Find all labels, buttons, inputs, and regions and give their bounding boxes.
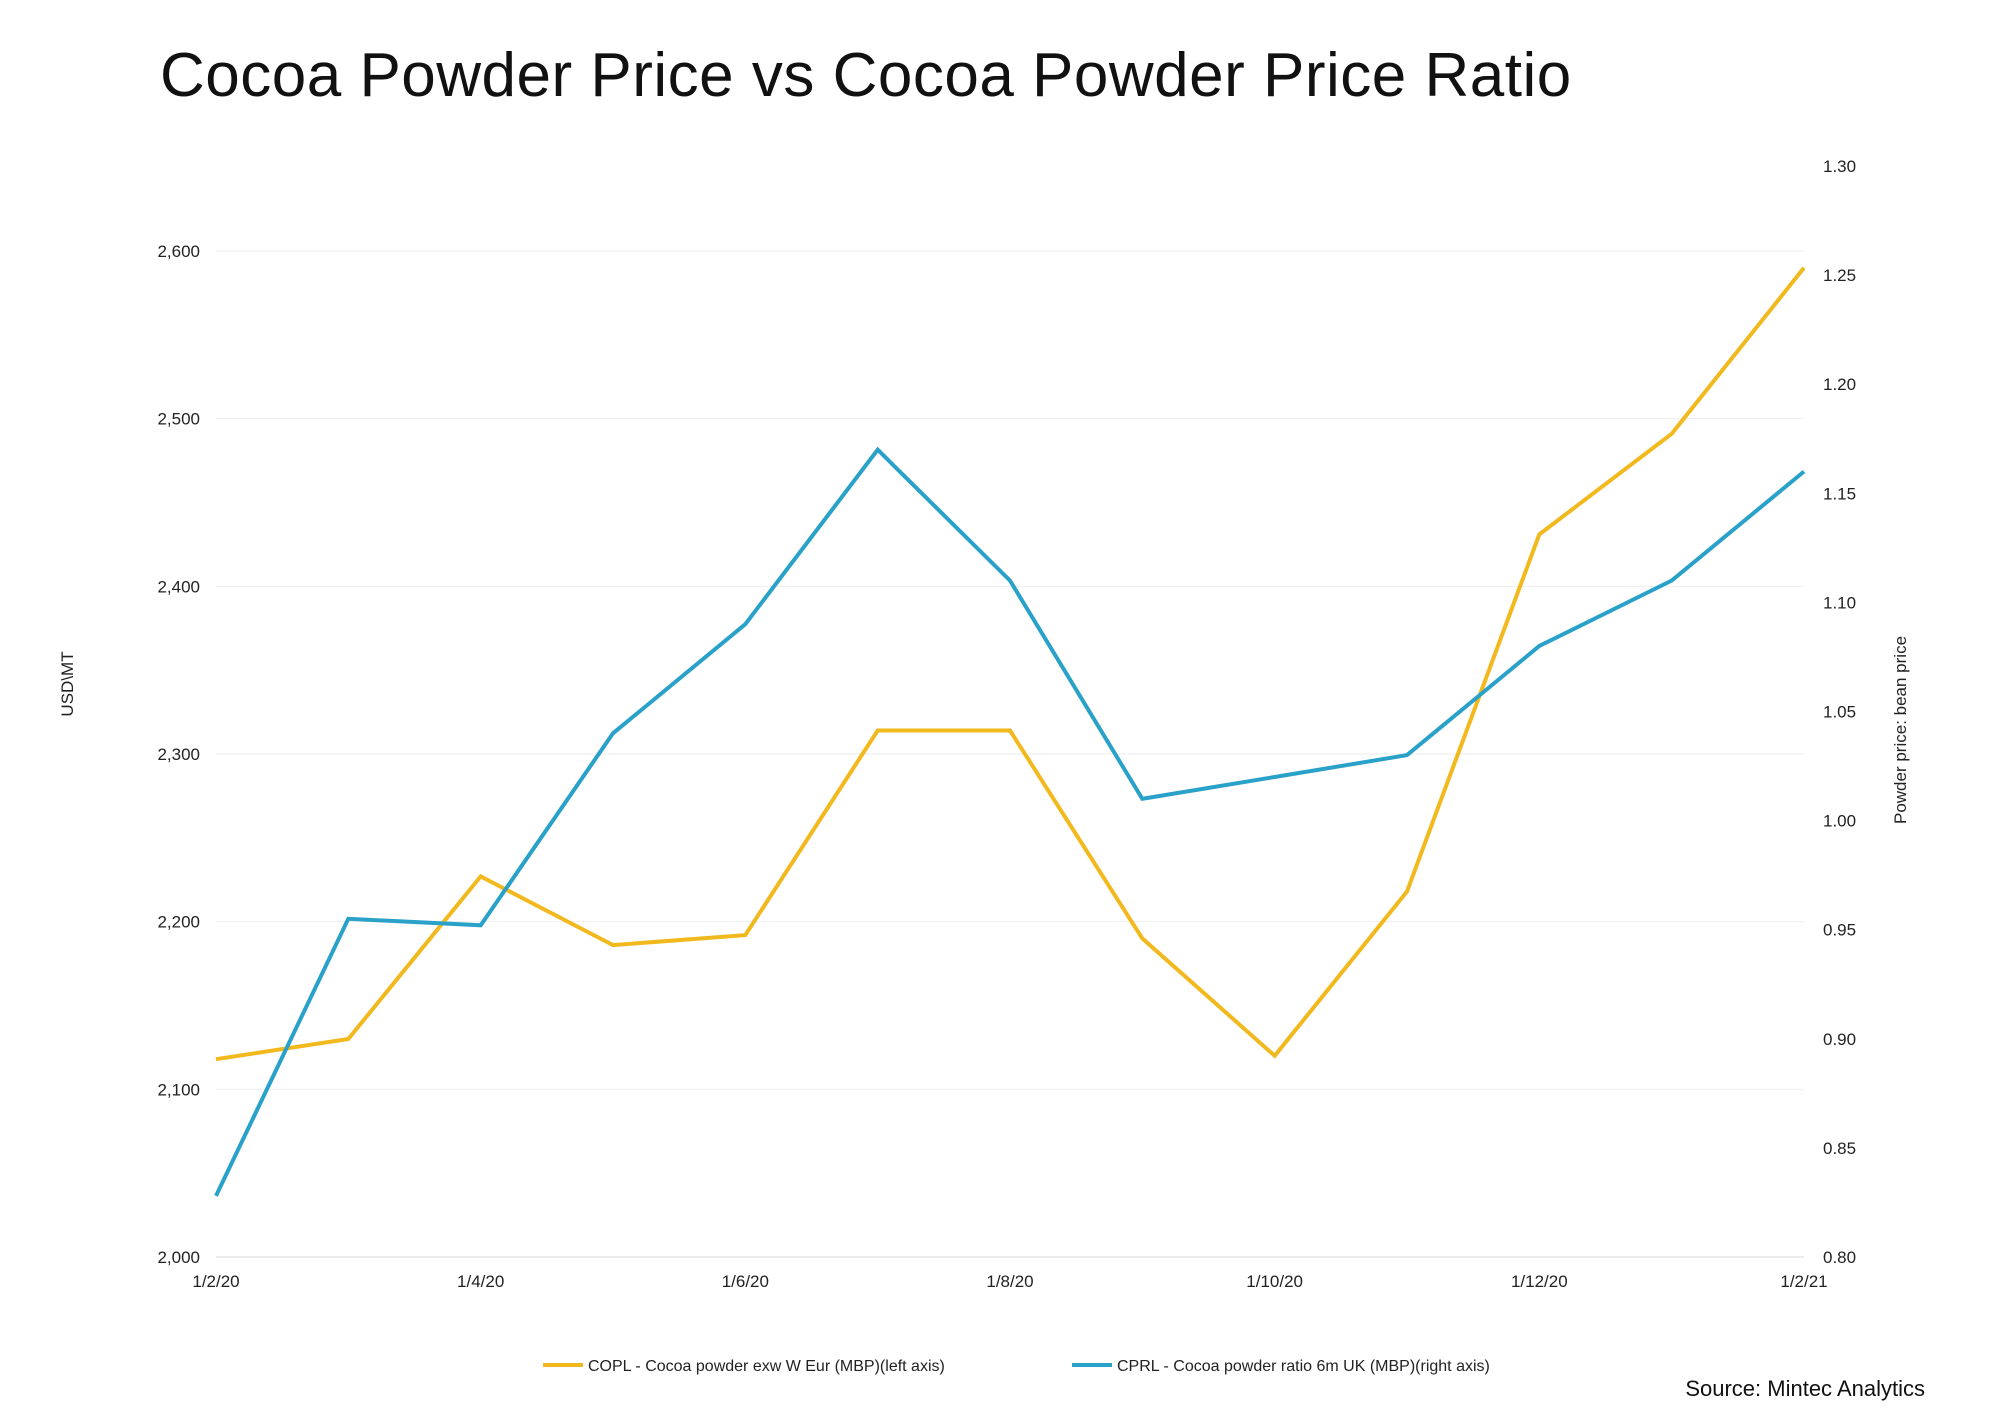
series-lines (214, 266, 1806, 1197)
gridlines (216, 250, 1804, 1258)
right-axis-title: Powder price: bean price (1891, 636, 1910, 824)
right-axis-tick-label: 0.80 (1823, 1248, 1856, 1267)
right-axis-tick-label: 1.25 (1823, 266, 1856, 285)
chart-title: Cocoa Powder Price vs Cocoa Powder Price… (160, 41, 1572, 110)
source-note: Source: Mintec Analytics (1685, 1376, 1925, 1401)
left-axis-tick-label: 2,400 (157, 577, 200, 596)
left-axis-tick-label: 2,200 (157, 913, 200, 932)
left-axis-ticks: 2,000 2,100 2,200 2,300 2,400 2,500 2,600 (157, 242, 200, 1267)
x-axis-tick-label: 1/4/20 (457, 1272, 504, 1291)
left-axis-tick-label: 2,600 (157, 242, 200, 261)
left-axis-tick-label: 2,100 (157, 1080, 200, 1099)
right-axis-tick-label: 1.30 (1823, 157, 1856, 176)
left-axis-tick-label: 2,000 (157, 1248, 200, 1267)
right-axis-tick-label: 0.90 (1823, 1030, 1856, 1049)
left-axis-title: USD\MT (58, 651, 77, 716)
right-axis-tick-label: 0.95 (1823, 921, 1856, 940)
legend-label-cprl: CPRL - Cocoa powder ratio 6m UK (MBP)(ri… (1117, 1358, 1490, 1375)
right-axis-ticks: 0.80 0.85 0.90 0.95 1.00 1.05 1.10 1.15 1.20 1.25… (1823, 157, 1856, 1267)
right-axis-tick-label: 1.15 (1823, 484, 1856, 503)
left-axis-tick-label: 2,500 (157, 410, 200, 429)
x-axis-tick-label: 1/10/20 (1246, 1272, 1303, 1291)
series-line-cprl (214, 446, 1806, 1197)
x-axis-tick-label: 1/12/20 (1511, 1272, 1568, 1291)
x-axis-ticks: 1/2/20 1/4/20 1/6/20 1/8/20 1/10/20 1/12/20 1/… (192, 1272, 1827, 1291)
right-axis-tick-label: 0.85 (1823, 1139, 1856, 1158)
x-axis-tick-label: 1/2/21 (1780, 1272, 1827, 1291)
right-axis-tick-label: 1.00 (1823, 812, 1856, 831)
legend: COPL - Cocoa powder exw W Eur (MBP)(left… (543, 1358, 1490, 1375)
right-axis-tick-label: 1.20 (1823, 375, 1856, 394)
right-axis-tick-label: 1.05 (1823, 703, 1856, 722)
series-line-copl (215, 266, 1806, 1062)
left-axis-tick-label: 2,300 (157, 745, 200, 764)
x-axis-tick-label: 1/8/20 (986, 1272, 1033, 1291)
x-axis-tick-label: 1/6/20 (722, 1272, 769, 1291)
right-axis-tick-label: 1.10 (1823, 593, 1856, 612)
x-axis-tick-label: 1/2/20 (192, 1272, 239, 1291)
legend-label-copl: COPL - Cocoa powder exw W Eur (MBP)(left… (588, 1358, 945, 1375)
